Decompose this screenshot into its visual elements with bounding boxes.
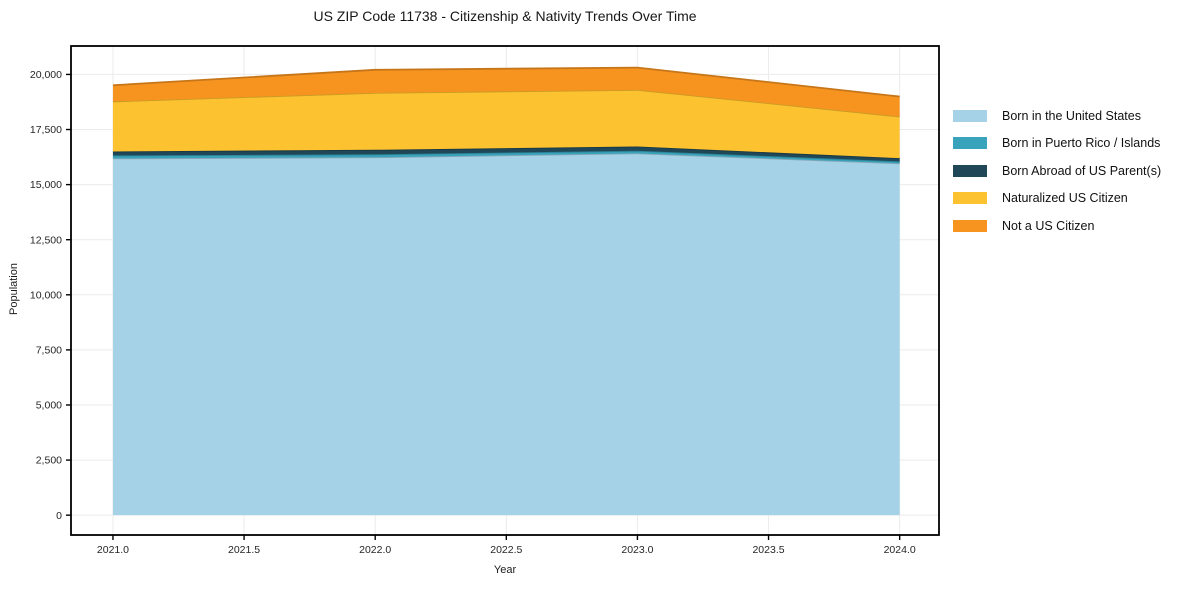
y-tick-label: 0 <box>56 510 62 522</box>
x-tick-label: 2021.5 <box>228 544 260 556</box>
area-series-0 <box>112 153 900 516</box>
area-series-4 <box>112 67 900 117</box>
legend-label: Born Abroad of US Parent(s) <box>1002 163 1162 178</box>
x-tick-label: 2023.5 <box>752 544 784 556</box>
x-axis-label: Year <box>493 564 517 576</box>
x-tick-label: 2021.0 <box>97 544 129 556</box>
y-tick-label: 7,500 <box>36 344 62 356</box>
y-tick-label: 20,000 <box>30 69 62 81</box>
legend-item: Naturalized US Citizen <box>953 185 1161 213</box>
y-tick-label: 5,000 <box>36 400 62 412</box>
legend-item: Born Abroad of US Parent(s) <box>953 157 1161 185</box>
area-edge-series-2 <box>112 145 900 160</box>
legend-label: Born in the United States <box>1002 108 1141 123</box>
legend-label: Not a US Citizen <box>1002 218 1095 233</box>
y-tick-label: 10,000 <box>30 289 62 301</box>
plot-border <box>70 45 940 536</box>
legend: Born in the United States Born in Puerto… <box>953 102 1161 240</box>
legend-swatch-not-citizen <box>953 219 987 232</box>
legend-swatch-born-abroad <box>953 164 987 177</box>
y-tick-label: 17,500 <box>30 124 62 136</box>
legend-swatch-naturalized <box>953 192 987 205</box>
legend-label: Born in Puerto Rico / Islands <box>1002 136 1161 151</box>
legend-item: Born in the United States <box>953 102 1161 130</box>
legend-item: Born in Puerto Rico / Islands <box>953 130 1161 158</box>
x-tick-label: 2024.0 <box>884 544 916 556</box>
legend-label: Naturalized US Citizen <box>1002 191 1128 206</box>
area-series-3 <box>112 89 900 159</box>
legend-swatch-born-pr <box>953 137 987 150</box>
chart-title: US ZIP Code 11738 - Citizenship & Nativi… <box>313 8 697 24</box>
y-tick-label: 15,000 <box>30 179 62 191</box>
x-tick-label: 2022.5 <box>490 544 522 556</box>
legend-swatch-born-us <box>953 109 987 122</box>
y-tick-label: 12,500 <box>30 234 62 246</box>
x-tick-label: 2022.0 <box>359 544 391 556</box>
area-edge-series-4 <box>112 66 900 98</box>
y-tick-label: 2,500 <box>36 455 62 467</box>
legend-item: Not a US Citizen <box>953 212 1161 240</box>
x-tick-label: 2023.0 <box>621 544 653 556</box>
